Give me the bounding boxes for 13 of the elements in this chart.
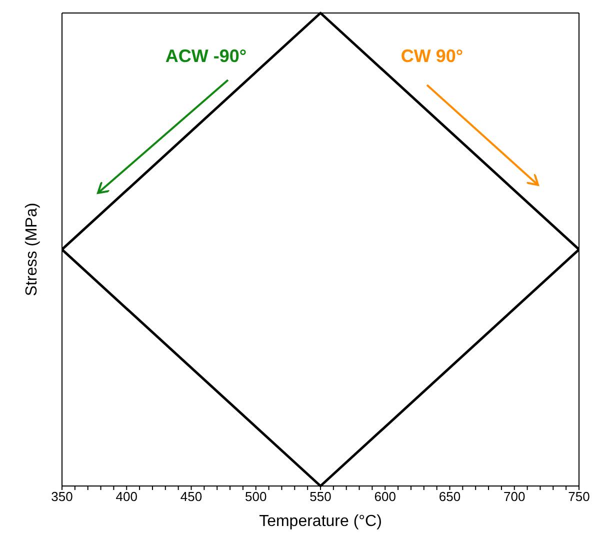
- x-tick-label: 450: [180, 489, 202, 504]
- x-axis-title: Temperature (°C): [259, 513, 382, 530]
- x-tick-label: 750: [568, 489, 590, 504]
- x-tick-label: 400: [116, 489, 138, 504]
- x-tick-label: 550: [310, 489, 332, 504]
- annotation: CW 90°: [400, 46, 464, 66]
- x-tick-label: 700: [504, 489, 526, 504]
- y-axis-title: Stress (MPa): [24, 202, 41, 296]
- x-tick-label: 350: [51, 489, 73, 504]
- annotation: ACW -90°: [165, 46, 247, 66]
- x-tick-label: 500: [245, 489, 267, 504]
- x-tick-label: 600: [374, 489, 396, 504]
- x-tick-label: 650: [438, 489, 461, 504]
